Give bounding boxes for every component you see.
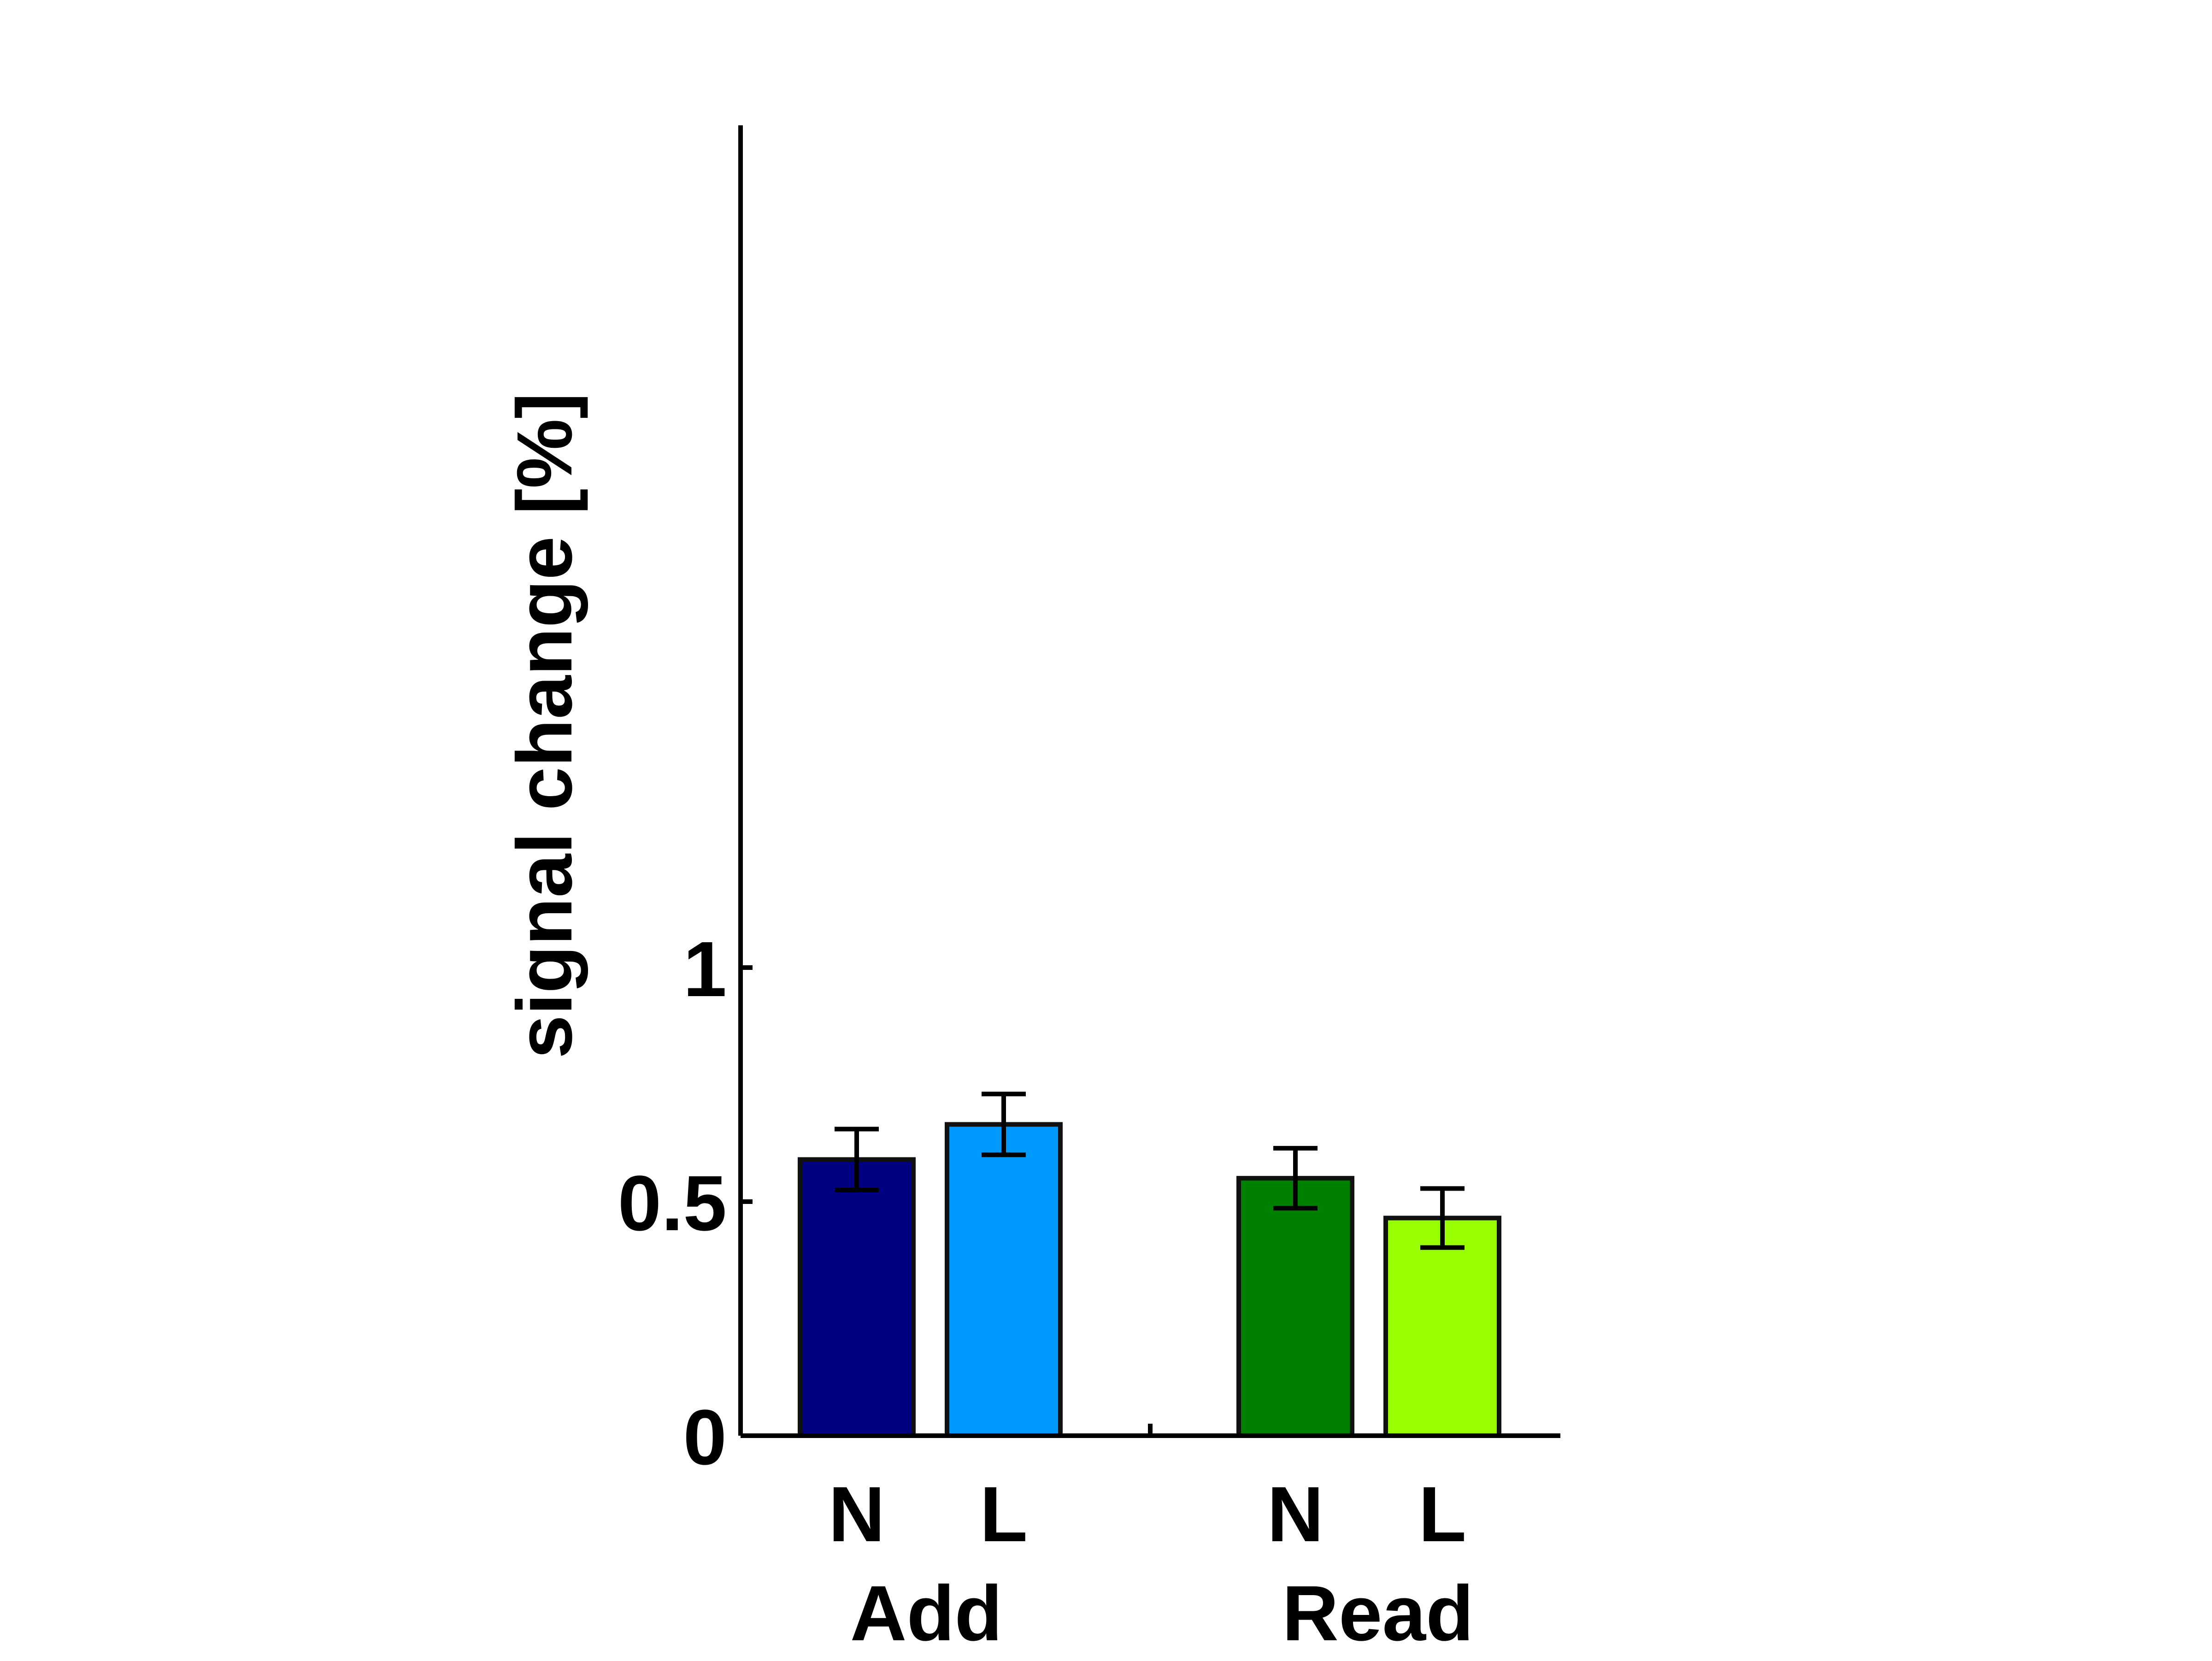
bar-read-l [1383,1215,1501,1438]
bar-add-n [798,1157,916,1438]
y-tick-label: 0 [683,1394,727,1481]
y-tick-label: 1 [683,926,727,1013]
bars-layer [798,1122,1501,1438]
axes-layer [738,125,1560,1438]
bar-read-n [1236,1176,1354,1438]
error-bars-layer [835,1092,1465,1250]
y-ticks-layer: 00.51 [618,926,753,1481]
bar-label: N [829,1471,885,1558]
group-label-add: Add [850,1570,1002,1657]
y-tick-label: 0.5 [618,1160,727,1247]
bar-label: L [1418,1471,1466,1558]
group-label-read: Read [1282,1570,1474,1657]
x-labels-layer: N L Add N L Read [829,1471,1474,1657]
bar-label: L [980,1471,1028,1558]
bar-label: N [1267,1471,1324,1558]
y-axis-label: signal change [%] [501,393,588,1058]
bar-add-l [945,1122,1063,1438]
